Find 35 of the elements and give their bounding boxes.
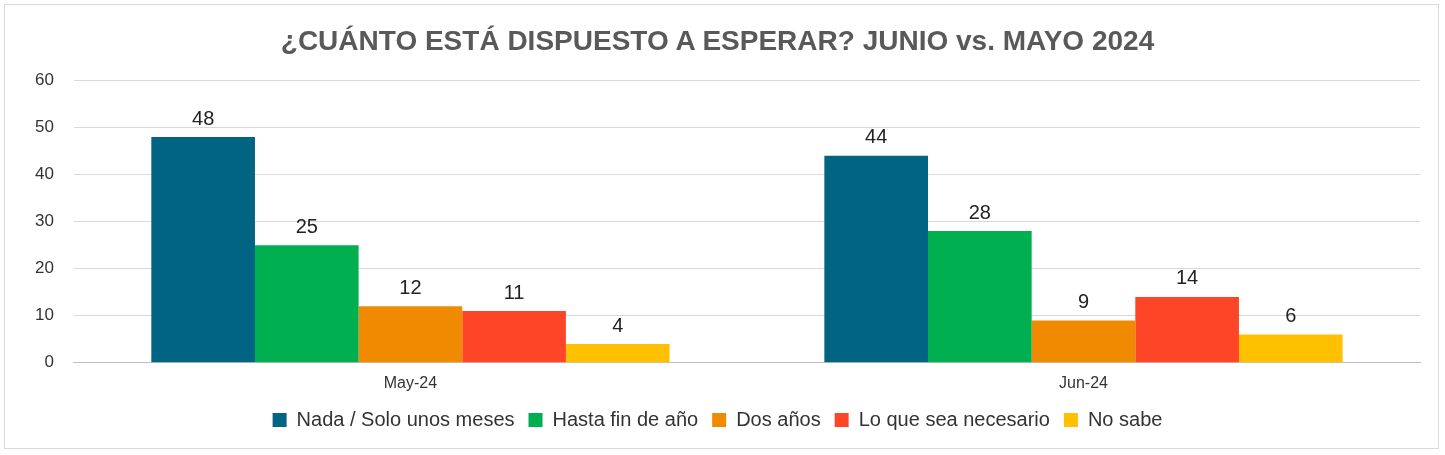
data-label: 25 (295, 214, 318, 237)
bar (1031, 320, 1136, 363)
bar (151, 137, 255, 363)
data-label: 6 (1285, 304, 1297, 327)
legend-label: Dos años (736, 407, 821, 430)
x-tick-label: May-24 (383, 373, 438, 391)
bar (358, 306, 463, 363)
y-tick-label: 60 (34, 70, 54, 90)
data-label: 12 (399, 275, 422, 298)
data-label: 14 (1176, 266, 1199, 289)
y-tick-label: 40 (34, 164, 54, 184)
data-label: 48 (192, 106, 215, 129)
bar (565, 343, 670, 363)
bar (1135, 296, 1239, 363)
data-label: 4 (612, 313, 624, 336)
legend-label: Lo que sea necesario (858, 407, 1050, 430)
legend-label: Hasta fin de año (552, 407, 699, 430)
y-tick-label: 20 (34, 258, 54, 278)
data-label: 9 (1077, 289, 1090, 312)
data-label: 44 (865, 125, 888, 148)
legend-label: No sabe (1087, 407, 1163, 430)
bar (254, 245, 359, 363)
data-label: 11 (503, 280, 525, 303)
bar (824, 155, 928, 363)
y-tick-label: 0 (44, 352, 54, 372)
bar (1238, 334, 1343, 363)
data-label: 28 (968, 200, 991, 223)
legend-label: Nada / Solo unos meses (296, 407, 515, 430)
bar (928, 231, 1032, 363)
bar (462, 311, 566, 363)
y-tick-label: 30 (34, 211, 54, 231)
y-tick-label: 10 (34, 305, 54, 325)
y-tick-label: 50 (34, 117, 54, 137)
x-tick-label: Jun-24 (1059, 373, 1109, 391)
chart-title: ¿CUÁNTO ESTÁ DISPUESTO A ESPERAR? JUNIO vs. MAYO 2024 (280, 24, 1155, 56)
